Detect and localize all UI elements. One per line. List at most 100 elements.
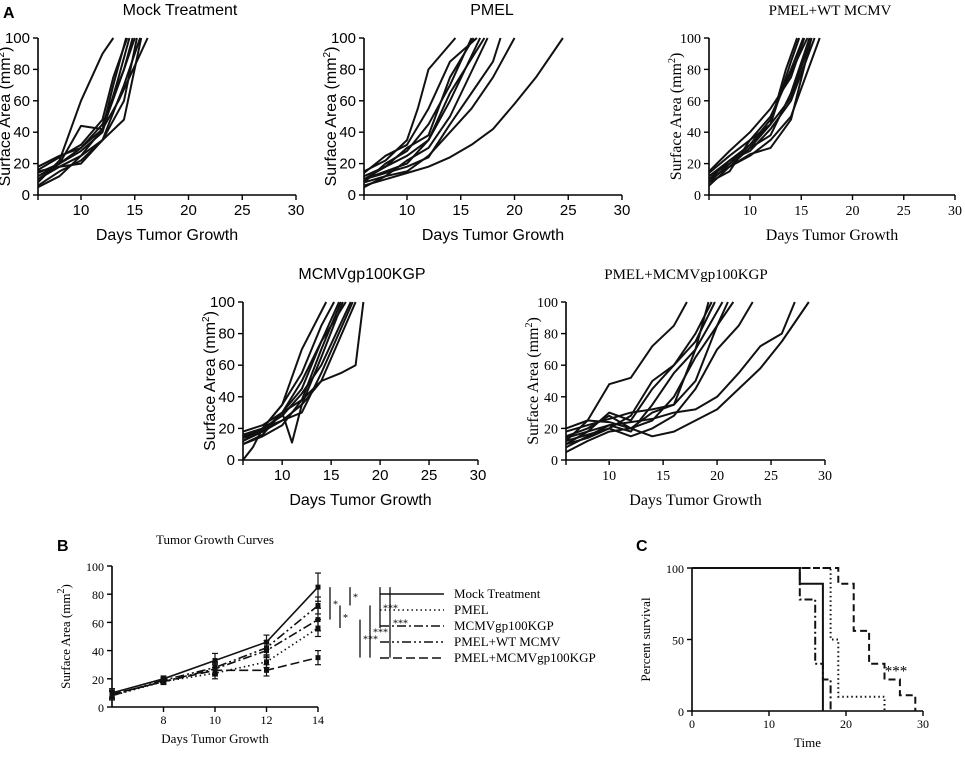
series-line bbox=[242, 301, 328, 461]
data-point bbox=[264, 645, 269, 651]
series-line bbox=[242, 301, 365, 433]
legend-label: MCMVgp100KGP bbox=[454, 618, 554, 633]
data-point bbox=[161, 679, 166, 685]
series-line bbox=[565, 301, 713, 446]
legend-label: PMEL bbox=[454, 602, 489, 617]
x-tick-label: 30 bbox=[917, 717, 929, 731]
panel-label-c: C bbox=[636, 538, 648, 555]
x-axis-label: Time bbox=[794, 735, 821, 750]
y-tick-label: 60 bbox=[218, 357, 235, 374]
x-tick-label: 20 bbox=[506, 202, 523, 219]
x-tick-label: 10 bbox=[743, 204, 757, 219]
legend-label: PMEL+MCMVgp100KGP bbox=[454, 650, 596, 665]
series-line bbox=[565, 301, 754, 446]
plot-area bbox=[363, 37, 564, 189]
series-line bbox=[37, 37, 138, 189]
series-line bbox=[708, 37, 811, 178]
x-tick-label: 15 bbox=[656, 469, 670, 484]
significance-label: * bbox=[333, 599, 338, 610]
significance-label: * bbox=[343, 613, 348, 624]
plot-area bbox=[37, 37, 149, 189]
series-line bbox=[37, 37, 128, 181]
data-point bbox=[109, 691, 115, 697]
series-line bbox=[242, 301, 335, 442]
series-line bbox=[242, 301, 357, 442]
y-tick-label: 0 bbox=[22, 187, 30, 204]
chart-tumor-growth-curves: Tumor Growth Curves 0 20 40 60 80 100 8 10 12 14 Da… bbox=[56, 532, 596, 746]
series-line bbox=[565, 301, 810, 453]
y-tick-label: 20 bbox=[339, 156, 356, 173]
y-tick-label: 40 bbox=[13, 124, 30, 141]
chart-title: Tumor Growth Curves bbox=[156, 532, 274, 547]
legend-label: PMEL+WT MCMV bbox=[454, 634, 561, 649]
x-tick-label: 25 bbox=[234, 202, 251, 219]
series-line bbox=[363, 37, 502, 181]
data-point bbox=[315, 617, 321, 623]
x-tick-label: 10 bbox=[602, 469, 616, 484]
chart-pmel-mcmvgp100kgp: PMEL+MCMVgp100KGP 0 20 40 60 80 100 10 15 20 25 30 D… bbox=[524, 267, 832, 509]
x-tick-label: 10 bbox=[274, 467, 291, 484]
y-tick-label: 100 bbox=[680, 32, 701, 47]
series-line bbox=[708, 37, 806, 173]
chart-percent-survival: 0 50 100 0 10 20 30 Time Percent survival *** bbox=[638, 562, 929, 750]
y-axis-label: Surface Area (mm2) bbox=[201, 311, 219, 451]
y-tick-label: 80 bbox=[13, 61, 30, 78]
data-point bbox=[212, 657, 218, 663]
x-tick-label: 20 bbox=[372, 467, 389, 484]
plot-area bbox=[242, 301, 365, 461]
y-tick-label: 0 bbox=[348, 187, 356, 204]
x-tick-label: 15 bbox=[126, 202, 143, 219]
x-tick-label: 25 bbox=[421, 467, 438, 484]
x-tick-label: 30 bbox=[818, 469, 832, 484]
x-tick-label: 20 bbox=[846, 204, 860, 219]
y-tick-label: 0 bbox=[551, 454, 558, 469]
series-line bbox=[363, 37, 478, 174]
y-tick-label: 100 bbox=[666, 562, 684, 576]
y-tick-label: 60 bbox=[687, 95, 701, 110]
y-tick-label: 50 bbox=[672, 634, 684, 648]
y-tick-label: 100 bbox=[5, 30, 30, 47]
chart-title: PMEL bbox=[470, 2, 514, 19]
y-tick-label: 0 bbox=[98, 701, 104, 715]
chart-title: MCMVgp100KGP bbox=[298, 266, 425, 283]
series-line bbox=[708, 37, 799, 184]
survival-curve bbox=[692, 567, 917, 711]
series-line bbox=[37, 37, 129, 171]
y-tick-label: 20 bbox=[687, 158, 701, 173]
series-line bbox=[37, 37, 149, 168]
series-line bbox=[242, 301, 354, 436]
series-line bbox=[363, 37, 482, 181]
x-tick-label: 20 bbox=[840, 717, 852, 731]
y-tick-label: 40 bbox=[687, 126, 701, 141]
legend-label: Mock Treatment bbox=[454, 586, 541, 601]
series-line bbox=[363, 37, 486, 178]
panel-b: B Tumor Growth Curves 0 20 40 60 80 100 8 10 12 14… bbox=[56, 532, 596, 746]
panel-label-a: A bbox=[3, 5, 15, 22]
chart-title: PMEL+MCMVgp100KGP bbox=[604, 267, 767, 283]
significance-label: *** bbox=[393, 618, 408, 629]
y-tick-label: 20 bbox=[544, 422, 558, 437]
series-line bbox=[242, 301, 342, 446]
x-tick-label: 20 bbox=[710, 469, 724, 484]
x-axis-label: Days Tumor Growth bbox=[766, 227, 898, 244]
series-line bbox=[565, 301, 796, 439]
x-tick-label: 30 bbox=[948, 204, 962, 219]
y-tick-label: 100 bbox=[331, 30, 356, 47]
series-line bbox=[565, 301, 716, 442]
series-line bbox=[565, 301, 710, 433]
y-tick-label: 40 bbox=[544, 391, 558, 406]
data-point bbox=[315, 602, 321, 608]
x-axis-label: Days Tumor Growth bbox=[629, 492, 761, 509]
survival-curve bbox=[692, 567, 824, 711]
y-axis-label: Surface Area (mm2) bbox=[667, 53, 685, 181]
panel-c: C 0 50 100 0 10 20 30 Time Percent survival *** bbox=[636, 538, 929, 750]
series-line bbox=[565, 301, 735, 438]
y-tick-label: 100 bbox=[210, 294, 235, 311]
series-line bbox=[363, 37, 457, 173]
y-axis-label: Percent survival bbox=[638, 597, 653, 682]
significance-label: * bbox=[353, 592, 358, 603]
significance-label: *** bbox=[373, 628, 388, 639]
x-tick-label: 15 bbox=[452, 202, 469, 219]
